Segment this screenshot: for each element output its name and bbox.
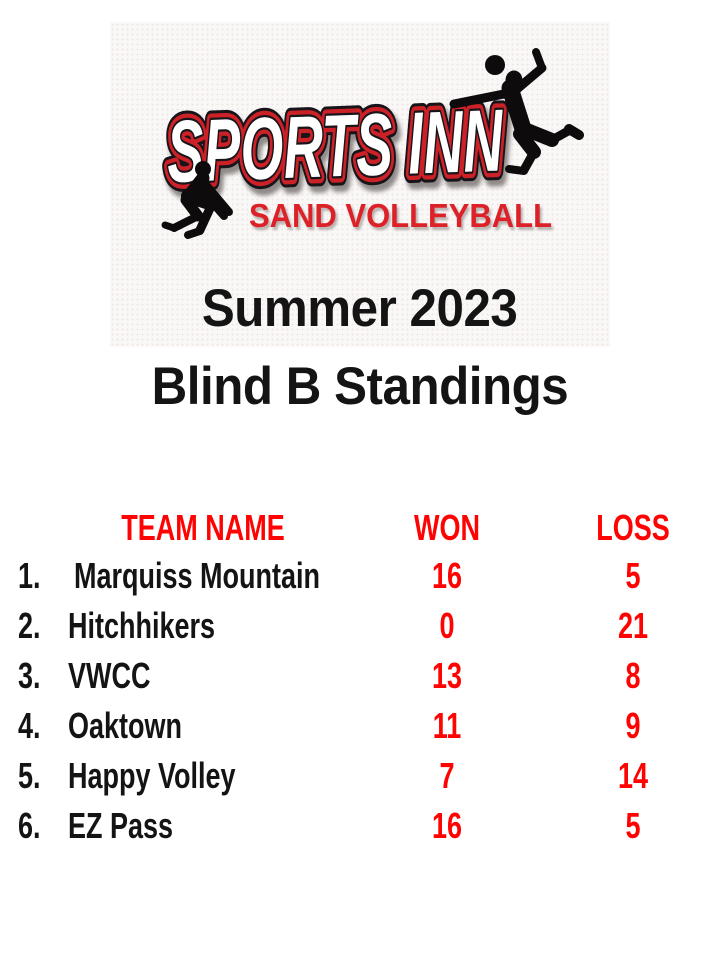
tagline-shadow: SAND VOLLEYBALL <box>251 200 554 237</box>
table-row: 6. EZ Pass 16 5 <box>0 801 720 851</box>
team-cell: Hitchhikers <box>68 605 216 646</box>
volleyball-icon <box>485 55 505 75</box>
title-line1: Summer 2023 <box>202 279 518 338</box>
table-header-row: TEAM NAME WON LOSS <box>0 505 720 551</box>
table-row: 5. Happy Volley 7 14 <box>0 751 720 801</box>
title-line2: Blind B Standings <box>151 357 569 416</box>
tagline: SAND VOLLEYBALL SAND VOLLEYBALL <box>249 197 554 237</box>
loss-cell: 14 <box>617 755 649 796</box>
loss-cell: 5 <box>625 805 641 846</box>
loss-cell: 8 <box>625 655 641 696</box>
standings-table: TEAM NAME WON LOSS 1. Marquiss Mountain … <box>0 505 720 851</box>
rank-cell: 5. <box>18 755 41 796</box>
logo-artwork: SPORTS INN SPORTS INN SPORTS INN SPORTS … <box>156 48 584 239</box>
tagline-text: SAND VOLLEYBALL <box>249 197 552 234</box>
team-cell: VWCC <box>68 655 151 696</box>
won-cell: 7 <box>439 755 455 796</box>
won-cell: 0 <box>439 605 455 646</box>
won-cell: 11 <box>432 705 462 746</box>
brand-wordmark: SPORTS INN SPORTS INN SPORTS INN SPORTS … <box>156 81 519 217</box>
header-won: WON <box>413 507 480 548</box>
team-cell: Marquiss Mountain <box>74 555 321 596</box>
digging-player-icon <box>161 161 233 239</box>
rank-cell: 6. <box>18 805 41 846</box>
loss-cell: 5 <box>625 555 641 596</box>
table-row: 3. VWCC 13 8 <box>0 651 720 701</box>
brand-outer-rim: SPORTS INN <box>165 90 506 201</box>
rank-cell: 4. <box>18 705 41 746</box>
brand-text: SPORTS INN <box>165 90 506 201</box>
rank-cell: 2. <box>18 605 41 646</box>
header-loss: LOSS <box>596 507 670 548</box>
won-cell: 16 <box>431 805 463 846</box>
team-cell: EZ Pass <box>68 805 174 846</box>
won-cell: 16 <box>431 555 463 596</box>
table-row: 2. Hitchhikers 0 21 <box>0 601 720 651</box>
team-cell: Happy Volley <box>68 755 236 796</box>
loss-cell: 21 <box>617 605 649 646</box>
table-row: 1. Marquiss Mountain 16 5 <box>0 551 720 601</box>
won-cell: 13 <box>431 655 463 696</box>
sports-inn-logo: SPORTS INN SPORTS INN SPORTS INN SPORTS … <box>110 22 610 347</box>
team-cell: Oaktown <box>68 705 183 746</box>
header-team-name: TEAM NAME <box>121 507 285 548</box>
rank-cell: 1. <box>18 555 41 596</box>
table-row: 4. Oaktown 11 9 <box>0 701 720 751</box>
rank-cell: 3. <box>18 655 41 696</box>
loss-cell: 9 <box>625 705 641 746</box>
page-title: Summer 2023 Blind B Standings <box>0 270 720 426</box>
spiking-player-icon <box>449 48 584 175</box>
